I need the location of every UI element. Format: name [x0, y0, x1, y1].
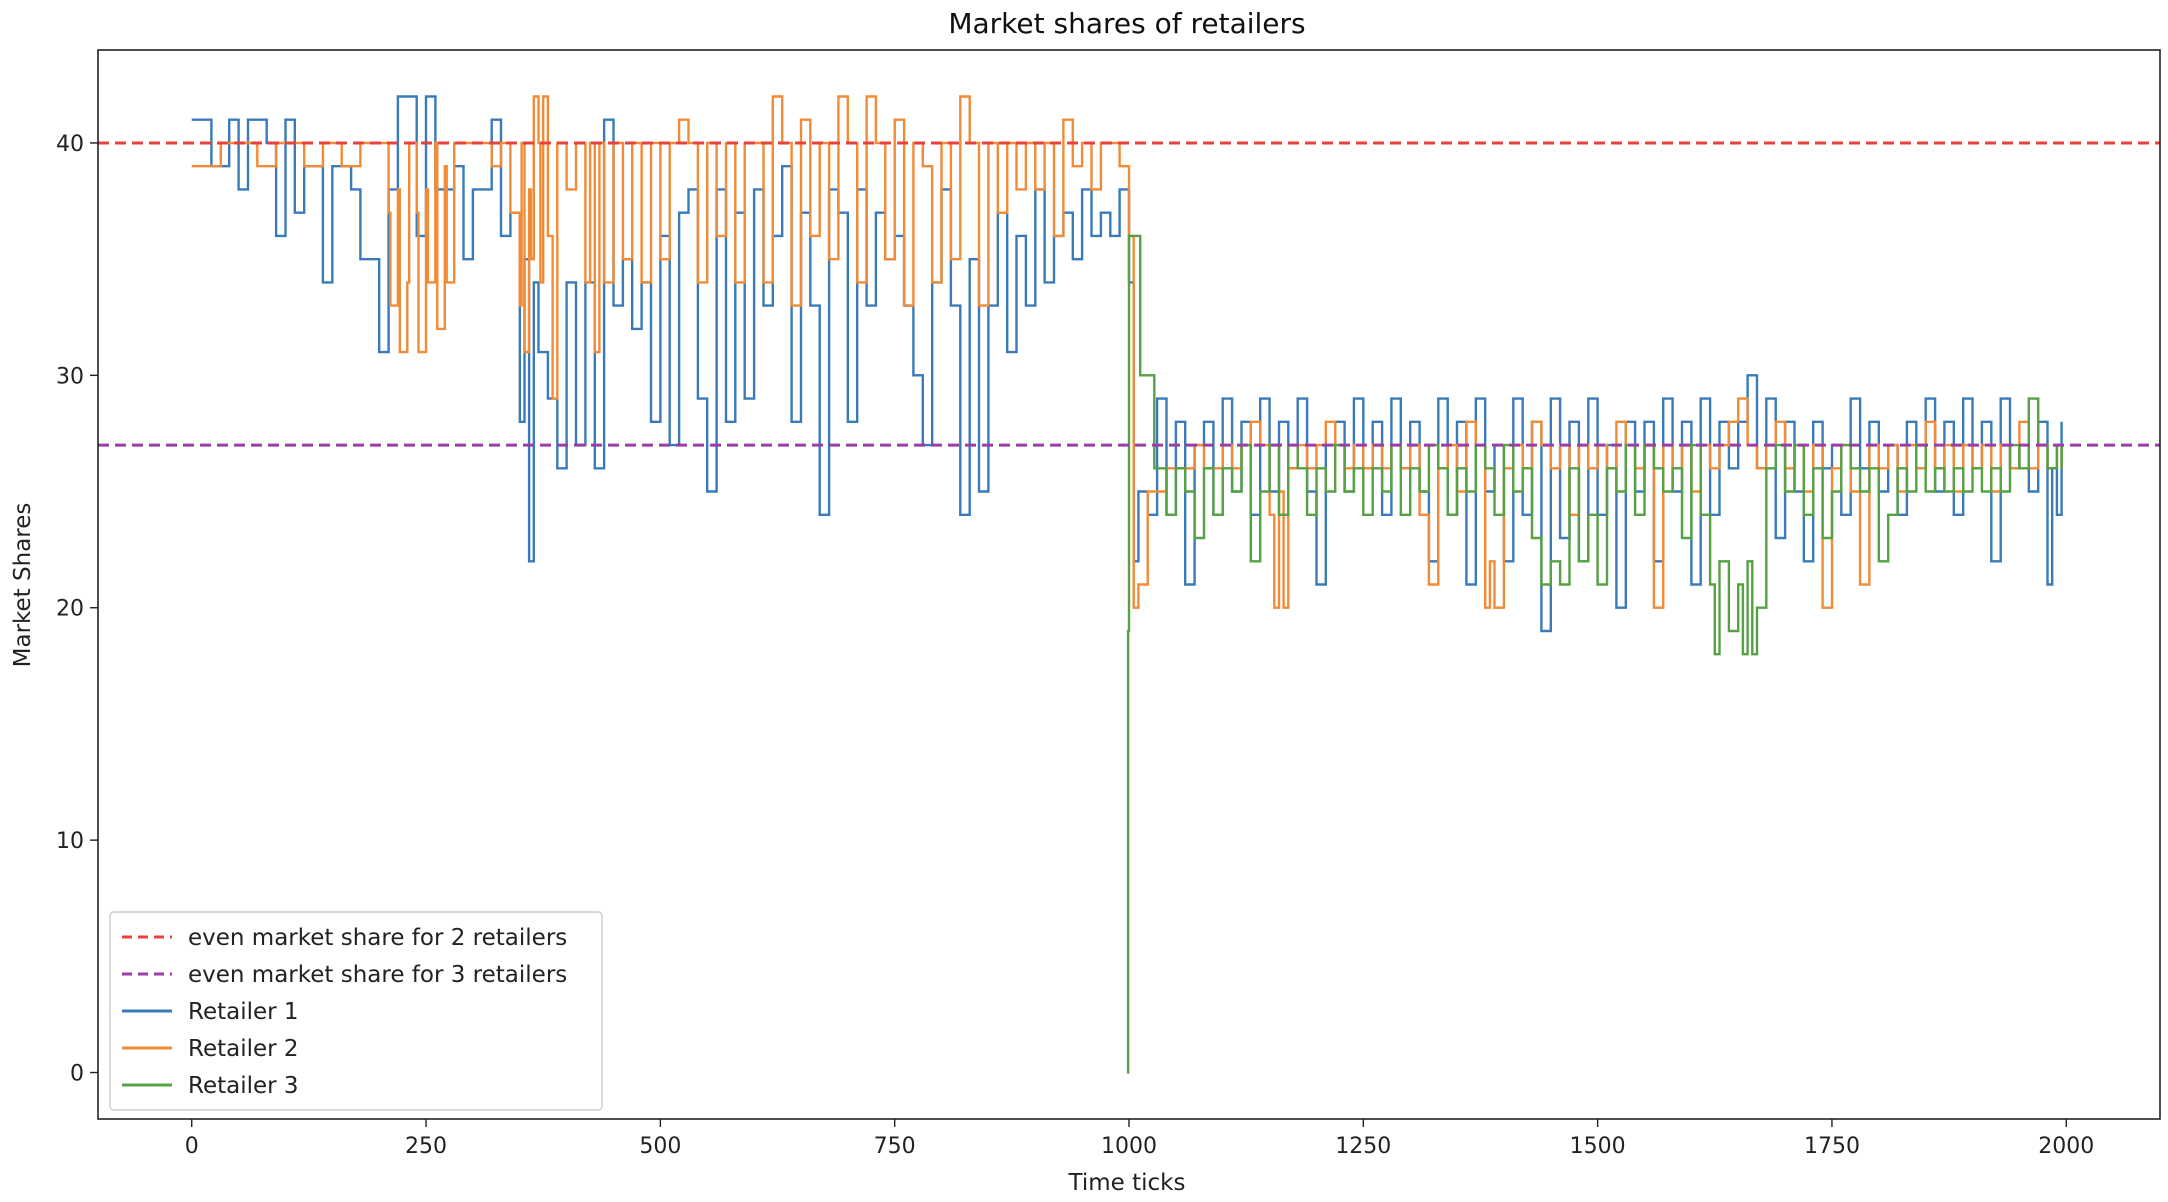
y-tick-label: 10 — [56, 829, 84, 854]
chart-title: Market shares of retailers — [948, 7, 1305, 40]
x-tick-label: 1000 — [1101, 1134, 1157, 1159]
y-tick-label: 30 — [56, 364, 84, 389]
x-tick-label: 1750 — [1804, 1134, 1860, 1159]
y-tick-label: 20 — [56, 597, 84, 622]
y-axis-label: Market Shares — [10, 503, 36, 668]
x-tick-label: 1500 — [1570, 1134, 1626, 1159]
x-tick-label: 250 — [405, 1134, 447, 1159]
legend-label: Retailer 2 — [188, 1036, 299, 1062]
y-axis-ticks: 0 10 20 30 40 — [56, 132, 98, 1087]
series-line-retailer-3 — [1126, 234, 2063, 1074]
reference-lines — [98, 141, 2160, 447]
series-line-retailer-2 — [191, 95, 2063, 609]
x-tick-label: 0 — [185, 1134, 199, 1159]
x-axis-label: Time ticks — [1068, 1170, 1186, 1196]
x-axis-ticks: 0 250 500 750 1000 1250 1500 1750 2000 — [185, 1119, 2094, 1159]
legend-label: Retailer 1 — [188, 999, 299, 1025]
legend-label: even market share for 3 retailers — [188, 962, 567, 988]
legend-label: Retailer 3 — [188, 1073, 299, 1099]
x-tick-label: 2000 — [2038, 1134, 2094, 1159]
legend-label: even market share for 2 retailers — [188, 925, 567, 951]
x-tick-label: 500 — [639, 1134, 681, 1159]
legend-box — [109, 911, 603, 1111]
x-tick-label: 750 — [874, 1134, 916, 1159]
y-tick-label: 40 — [56, 132, 84, 157]
series-line-retailer-1 — [191, 95, 2063, 633]
legend: even market share for 2 retailers even ma… — [109, 911, 603, 1111]
y-tick-label: 0 — [70, 1062, 84, 1087]
x-tick-label: 1250 — [1335, 1134, 1391, 1159]
